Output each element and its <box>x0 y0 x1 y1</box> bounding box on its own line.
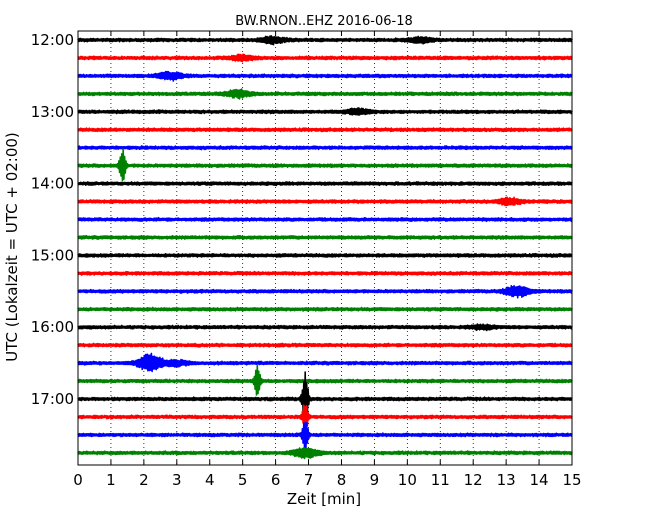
seismic-trace <box>77 216 573 223</box>
x-tick-label: 4 <box>205 471 215 489</box>
y-tick-label: 13:00 <box>31 103 74 121</box>
seismic-trace <box>77 35 573 46</box>
seismic-trace <box>77 447 573 460</box>
seismic-trace <box>77 352 573 373</box>
seismic-trace <box>77 70 573 82</box>
axis-ticks: 0 1 2 3 4 5 6 7 8 9 10 11 12 13 14 1512:0013:0014:0015:… <box>31 31 582 489</box>
seismic-trace <box>77 252 573 258</box>
x-tick-label: 15 <box>562 471 581 489</box>
seismic-trace <box>77 371 573 427</box>
x-tick-label: 13 <box>497 471 516 489</box>
x-tick-label: 6 <box>271 471 281 489</box>
x-axis-label: Zeit [min] <box>287 490 361 508</box>
y-tick-label: 16:00 <box>31 318 74 336</box>
seismic-trace <box>77 145 573 151</box>
grid-lines <box>110 31 540 465</box>
x-tick-label: 11 <box>431 471 450 489</box>
seismic-trace <box>77 364 573 396</box>
y-tick-label: 17:00 <box>31 390 74 408</box>
chart-title: BW.RNON..EHZ 2016-06-18 <box>235 14 413 29</box>
seismic-trace <box>77 88 573 100</box>
x-tick-label: 1 <box>106 471 116 489</box>
seismic-trace <box>77 422 573 450</box>
seismic-trace <box>77 107 573 116</box>
seismic-trace <box>77 234 573 240</box>
seismic-trace <box>77 285 573 299</box>
x-tick-label: 9 <box>370 471 380 489</box>
x-tick-label: 12 <box>464 471 483 489</box>
x-tick-label: 2 <box>139 471 149 489</box>
x-tick-label: 14 <box>530 471 549 489</box>
seismic-trace <box>77 270 573 276</box>
seismic-trace <box>77 404 573 433</box>
seismic-trace <box>77 53 573 63</box>
x-tick-label: 10 <box>398 471 417 489</box>
y-tick-label: 15:00 <box>31 246 74 264</box>
y-tick-label: 14:00 <box>31 175 74 193</box>
x-tick-label: 7 <box>304 471 314 489</box>
y-tick-label: 12:00 <box>31 31 74 49</box>
trace-group <box>77 35 573 460</box>
seismic-trace <box>77 306 573 312</box>
seismic-trace <box>77 148 573 182</box>
x-tick-label: 0 <box>73 471 83 489</box>
seismic-trace <box>77 127 573 133</box>
seismic-trace <box>77 181 573 187</box>
seismic-trace <box>77 196 573 207</box>
x-tick-label: 5 <box>238 471 248 489</box>
y-axis-label: UTC (Lokalzeit = UTC + 02:00) <box>3 132 21 362</box>
seismic-trace <box>77 342 573 348</box>
x-tick-label: 8 <box>337 471 347 489</box>
seismic-trace <box>77 323 573 332</box>
x-tick-label: 3 <box>172 471 182 489</box>
plot-frame <box>77 30 573 466</box>
